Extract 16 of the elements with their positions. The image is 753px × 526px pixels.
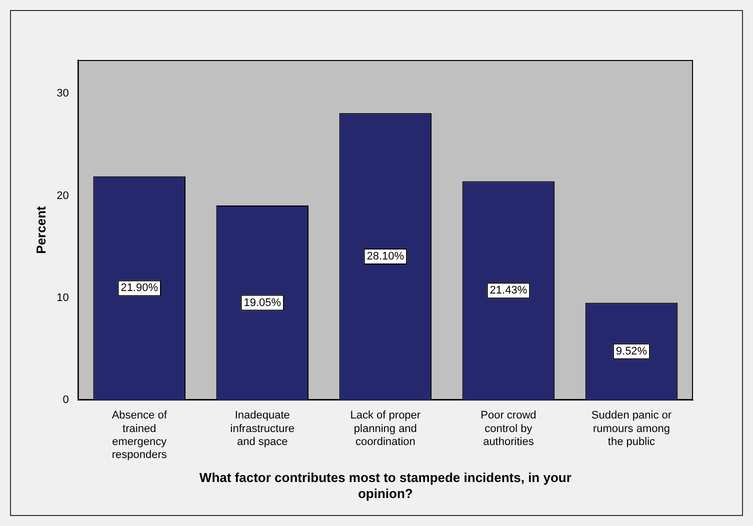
x-tick-label: Absence of trained emergency responders xyxy=(112,410,168,462)
x-tick-label: Poor crowd control by authorities xyxy=(480,410,536,448)
y-tick-label: 0 xyxy=(62,394,69,406)
y-tick-label: 10 xyxy=(56,292,69,304)
data-label: 28.10% xyxy=(366,250,404,263)
x-axis-title: What factor contributes most to stampede incidents, in your opinion? xyxy=(199,470,572,501)
x-tick-label: Sudden panic or rumours among the public xyxy=(591,410,672,448)
y-tick-label: 30 xyxy=(56,88,69,100)
data-label: 19.05% xyxy=(244,296,282,309)
data-label: 21.90% xyxy=(120,282,158,294)
y-axis-title: Percent xyxy=(33,205,48,254)
data-label: 21.43% xyxy=(490,284,528,297)
x-tick-label: Lack of proper planning and coordination xyxy=(350,410,421,448)
y-tick-label: 20 xyxy=(56,190,69,202)
x-tick-label: Inadequate infrastructure and space xyxy=(230,410,294,448)
data-label: 9.52% xyxy=(616,345,648,358)
